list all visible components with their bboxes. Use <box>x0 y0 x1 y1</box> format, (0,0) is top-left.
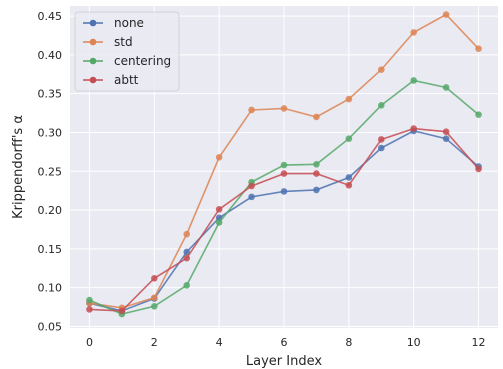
data-point-none <box>183 248 191 256</box>
data-point-centering <box>86 296 93 304</box>
data-point-abtt <box>313 170 320 177</box>
legend-swatch-marker <box>89 19 97 27</box>
y-tick-label: 0.40 <box>38 49 63 62</box>
data-point-none <box>377 144 385 152</box>
legend-item-std: std <box>83 35 133 49</box>
x-tick-label: 12 <box>472 336 486 349</box>
data-point-std <box>475 45 482 52</box>
x-tick-label: 8 <box>345 336 352 349</box>
ticks: 0.05 0.10 0.15 0.20 0.25 0.30 0.35 0.40 0.45 0 2 4 6… <box>38 10 486 349</box>
legend-label: centering <box>114 54 171 68</box>
legend-item-none: none <box>83 16 144 30</box>
data-point-abtt <box>86 306 93 313</box>
legend-item-abtt: abtt <box>83 73 139 87</box>
x-tick-label: 2 <box>151 336 158 349</box>
x-tick-label: 6 <box>281 336 288 349</box>
y-tick-label: 0.30 <box>38 126 63 139</box>
data-point-abtt <box>410 125 417 132</box>
data-point-std <box>183 230 191 238</box>
y-tick-label: 0.05 <box>38 320 63 333</box>
data-point-centering <box>280 161 288 169</box>
data-point-std <box>151 294 158 302</box>
legend-swatch-marker <box>89 76 97 84</box>
data-point-std <box>410 29 417 36</box>
x-tick-label: 0 <box>86 336 93 349</box>
data-point-none <box>280 188 288 195</box>
data-point-std <box>313 113 320 121</box>
data-point-centering <box>377 102 385 109</box>
data-point-std <box>248 106 255 114</box>
data-point-centering <box>183 282 191 289</box>
series-centering <box>86 77 482 318</box>
data-point-abtt <box>377 136 385 143</box>
data-point-abtt <box>248 182 255 190</box>
legend-item-centering: centering <box>83 54 171 68</box>
series-abtt <box>86 125 482 315</box>
legend-box <box>74 11 180 92</box>
series-std <box>86 11 482 312</box>
y-tick-label: 0.35 <box>38 88 63 101</box>
legend-swatch-marker <box>89 38 97 46</box>
legend-label: std <box>114 35 133 49</box>
x-tick-label: 10 <box>407 336 421 349</box>
legend-label: none <box>114 16 144 30</box>
y-tick-label: 0.25 <box>38 165 63 178</box>
data-point-none <box>442 135 450 142</box>
data-point-std <box>280 105 288 112</box>
x-axis-label: Layer Index <box>246 354 322 369</box>
data-point-std <box>215 154 223 161</box>
data-point-none <box>248 193 255 201</box>
data-point-abtt <box>183 254 191 262</box>
y-axis-label: Krippendorff's α <box>11 115 26 219</box>
data-point-abtt <box>280 170 288 177</box>
data-point-centering <box>410 77 417 84</box>
data-point-centering <box>313 160 320 168</box>
data-point-centering <box>442 84 450 91</box>
data-point-abtt <box>215 205 223 213</box>
y-tick-label: 0.45 <box>38 10 63 23</box>
legend-swatch-marker <box>89 57 97 65</box>
data-point-std <box>377 66 385 73</box>
x-tick-label: 4 <box>216 336 223 349</box>
data-point-none <box>345 174 353 181</box>
y-tick-label: 0.20 <box>38 204 63 217</box>
data-point-centering <box>475 111 482 118</box>
data-point-centering <box>345 135 353 142</box>
legend: none std centering abtt <box>74 11 180 92</box>
data-point-abtt <box>345 181 353 189</box>
data-point-abtt <box>118 307 126 315</box>
data-point-std <box>442 11 450 18</box>
data-point-std <box>345 95 353 103</box>
y-tick-label: 0.10 <box>38 282 63 295</box>
data-point-abtt <box>442 128 450 135</box>
data-point-centering <box>215 219 223 226</box>
data-point-none <box>313 186 320 194</box>
series-layer <box>86 11 482 318</box>
data-point-abtt <box>475 165 482 173</box>
data-point-centering <box>151 302 158 310</box>
legend-label: abtt <box>114 73 139 87</box>
data-point-abtt <box>151 275 158 282</box>
y-tick-label: 0.15 <box>38 243 63 256</box>
